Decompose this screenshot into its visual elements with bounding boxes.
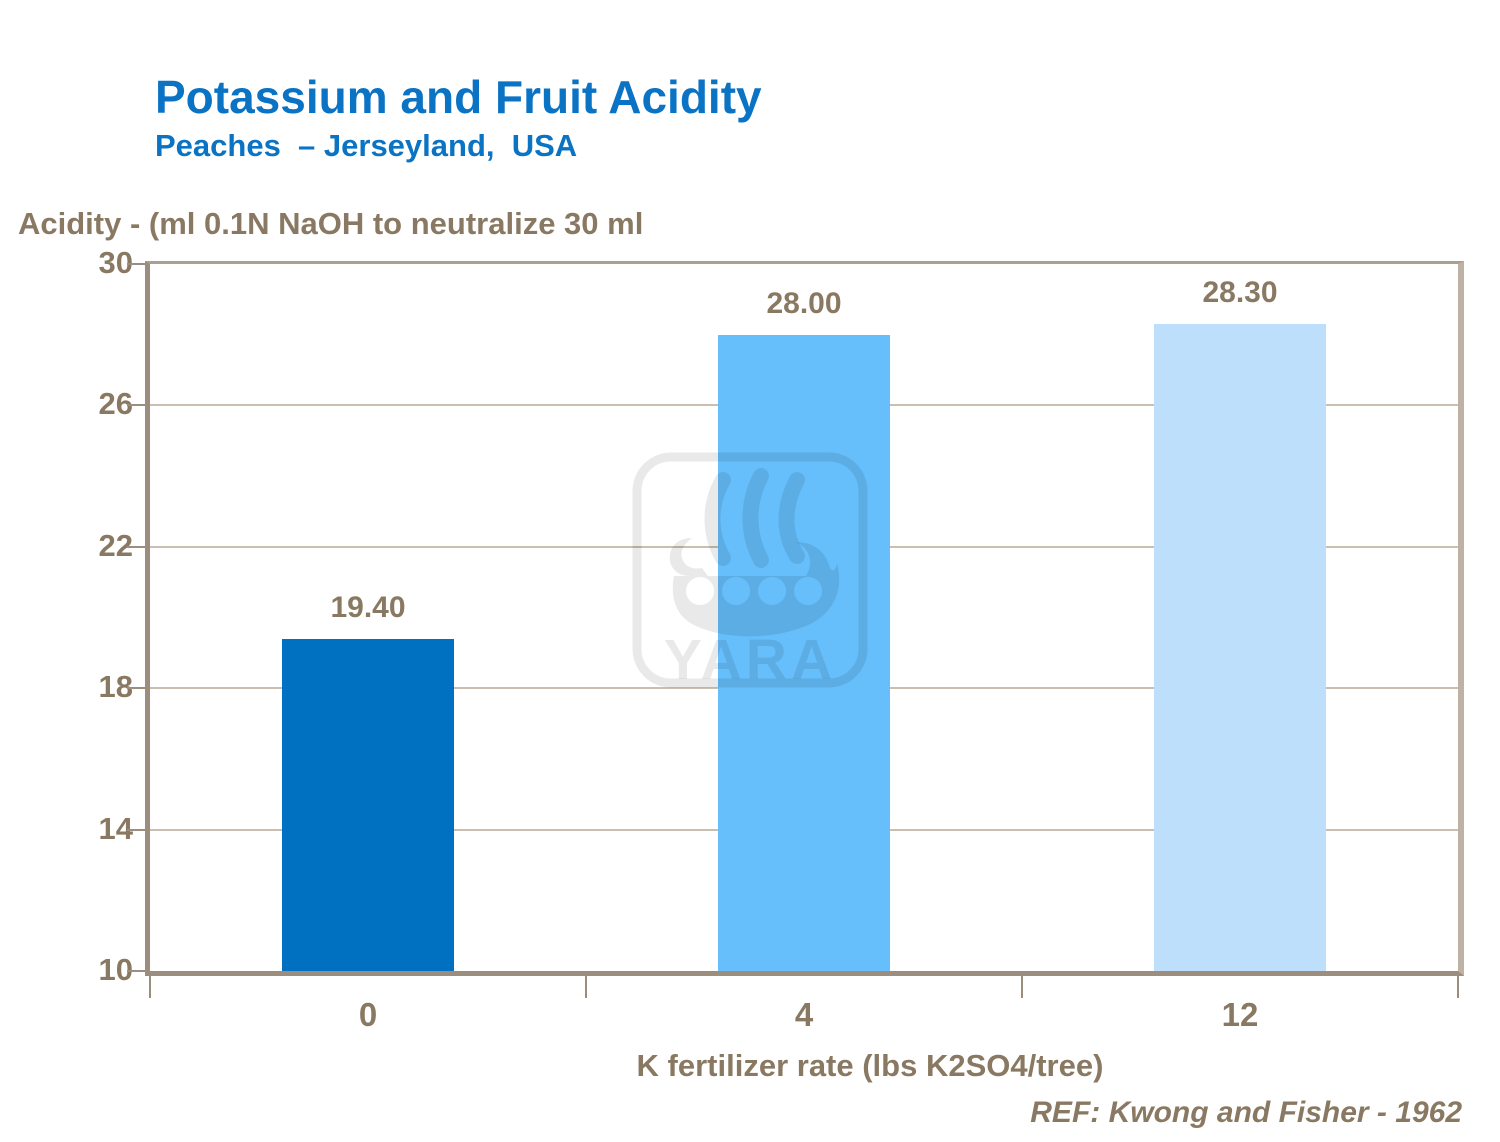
- x-tick-label: 4: [794, 996, 814, 1033]
- reference-text: REF: Kwong and Fisher - 1962: [1030, 1096, 1462, 1129]
- x-tick-mark: [585, 976, 587, 998]
- bar-value-label: 28.00: [766, 286, 842, 320]
- sail-strokes-icon: [704, 468, 805, 568]
- y-tick-label: 22: [98, 527, 133, 563]
- y-tick-label: 26: [98, 386, 133, 422]
- y-tick-mark: [127, 545, 145, 548]
- chart-title: Potassium and Fruit Acidity: [155, 71, 762, 123]
- x-tick-label: 0: [358, 996, 378, 1033]
- plot-area: [145, 261, 1464, 976]
- y-tick-label: 30: [98, 245, 133, 280]
- y-tick-mark: [127, 263, 145, 265]
- bar-value-label: 28.30: [1202, 276, 1278, 310]
- y-tick-mark: [127, 687, 145, 690]
- x-tick-label: 12: [1221, 996, 1259, 1033]
- y-tick-label: 10: [98, 952, 133, 987]
- y-tick-mark: [127, 828, 145, 831]
- x-tick-mark: [1021, 976, 1023, 998]
- logo-frame: [632, 452, 868, 688]
- x-axis-title: K fertilizer rate (lbs K2SO4/tree): [636, 1048, 1104, 1083]
- y-tick-label: 18: [98, 669, 133, 705]
- y-tick-label: 14: [98, 810, 133, 846]
- viking-ship-icon: [669, 538, 840, 637]
- watermark-text: YARA: [664, 628, 836, 690]
- chart-subtitle: Peaches – Jerseyland, USA: [155, 128, 578, 163]
- y-axis-title: Acidity - (ml 0.1N NaOH to neutralize 30…: [18, 206, 644, 241]
- x-tick-mark: [1457, 976, 1459, 998]
- y-tick-mark: [127, 404, 145, 407]
- bar: [718, 334, 890, 971]
- yara-logo-watermark: YARA: [632, 452, 868, 690]
- y-tick-mark: [127, 970, 145, 972]
- x-tick-mark: [149, 976, 151, 998]
- bar-value-label: 19.40: [330, 590, 406, 624]
- bar: [1154, 324, 1326, 971]
- bar: [282, 638, 454, 971]
